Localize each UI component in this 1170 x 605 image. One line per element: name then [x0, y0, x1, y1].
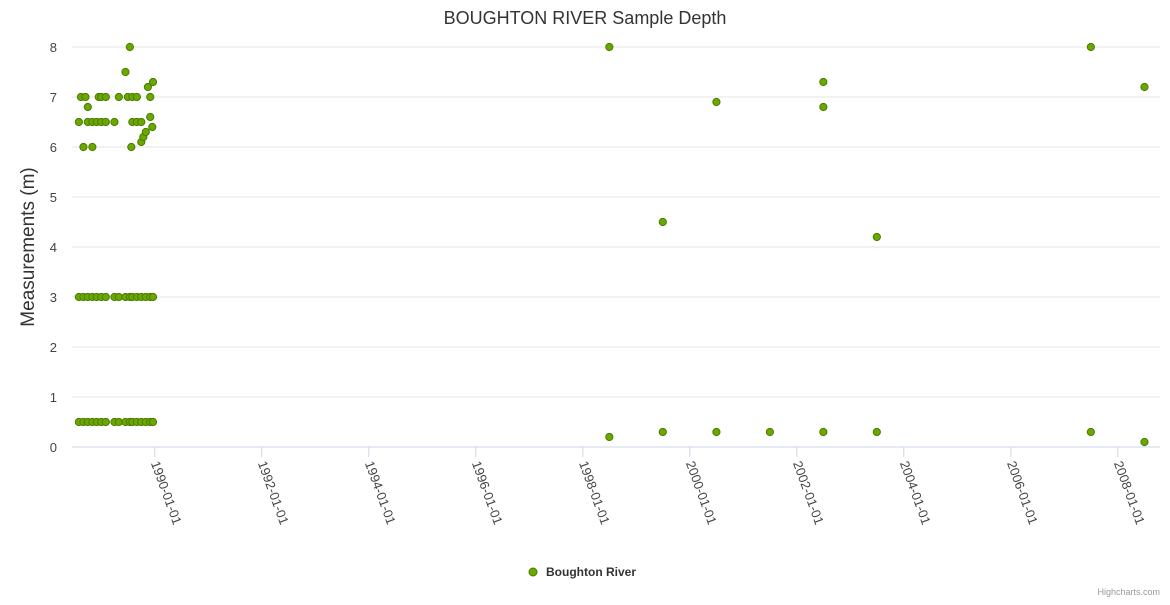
y-tick-label: 1	[50, 390, 57, 405]
y-tick-label: 6	[50, 140, 57, 155]
legend-marker[interactable]	[528, 567, 538, 577]
data-point[interactable]	[765, 427, 774, 437]
data-point[interactable]	[79, 142, 88, 152]
data-point[interactable]	[148, 292, 158, 302]
y-tick-label: 3	[50, 290, 57, 305]
data-point[interactable]	[1086, 427, 1095, 437]
data-point[interactable]	[83, 102, 92, 112]
data-point[interactable]	[658, 427, 667, 437]
data-point[interactable]	[110, 117, 119, 127]
data-point[interactable]	[143, 82, 152, 92]
data-point[interactable]	[146, 112, 155, 122]
data-point[interactable]	[101, 92, 110, 102]
y-tick-label: 5	[50, 190, 57, 205]
data-point[interactable]	[819, 102, 828, 112]
data-point[interactable]	[137, 117, 146, 127]
data-point[interactable]	[74, 117, 83, 127]
data-point[interactable]	[1140, 437, 1149, 447]
data-point[interactable]	[81, 92, 90, 102]
data-point[interactable]	[125, 42, 134, 52]
data-point[interactable]	[148, 417, 158, 427]
data-point[interactable]	[712, 427, 721, 437]
data-point[interactable]	[605, 42, 614, 52]
y-gridlines	[72, 46, 1160, 398]
legend[interactable]: Boughton River	[528, 565, 636, 579]
data-point[interactable]	[819, 77, 828, 87]
data-point[interactable]	[658, 217, 667, 227]
data-point[interactable]	[712, 97, 721, 107]
data-point[interactable]	[148, 77, 158, 87]
data-point[interactable]	[1086, 42, 1095, 52]
y-tick-label: 2	[50, 340, 57, 355]
data-point[interactable]	[141, 127, 150, 137]
data-point[interactable]	[146, 92, 155, 102]
y-axis-title: Measurements (m)	[18, 167, 39, 326]
data-point[interactable]	[101, 117, 110, 127]
data-point[interactable]	[132, 92, 141, 102]
y-tick-label: 0	[50, 440, 57, 455]
data-point[interactable]	[101, 292, 110, 302]
data-point[interactable]	[148, 122, 157, 132]
y-tick-label: 4	[50, 240, 57, 255]
chart-title: BOUGHTON RIVER Sample Depth	[444, 8, 727, 28]
data-point[interactable]	[605, 432, 614, 442]
y-tick-label: 7	[50, 90, 57, 105]
y-axis-tick-labels: 0 1 2 3 4 5 6 7 8	[50, 40, 57, 455]
credits-link[interactable]: Highcharts.com	[1097, 587, 1160, 597]
data-point[interactable]	[1140, 82, 1149, 92]
data-point[interactable]	[872, 232, 881, 242]
series-boughton-river[interactable]	[74, 42, 1149, 447]
legend-item-boughton-river[interactable]: Boughton River	[546, 565, 636, 579]
y-tick-label: 8	[50, 40, 57, 55]
data-point[interactable]	[114, 92, 123, 102]
data-point[interactable]	[872, 427, 881, 437]
data-point[interactable]	[819, 427, 828, 437]
data-point[interactable]	[121, 67, 130, 77]
data-point[interactable]	[127, 142, 136, 152]
data-point[interactable]	[88, 142, 97, 152]
data-point[interactable]	[101, 417, 110, 427]
